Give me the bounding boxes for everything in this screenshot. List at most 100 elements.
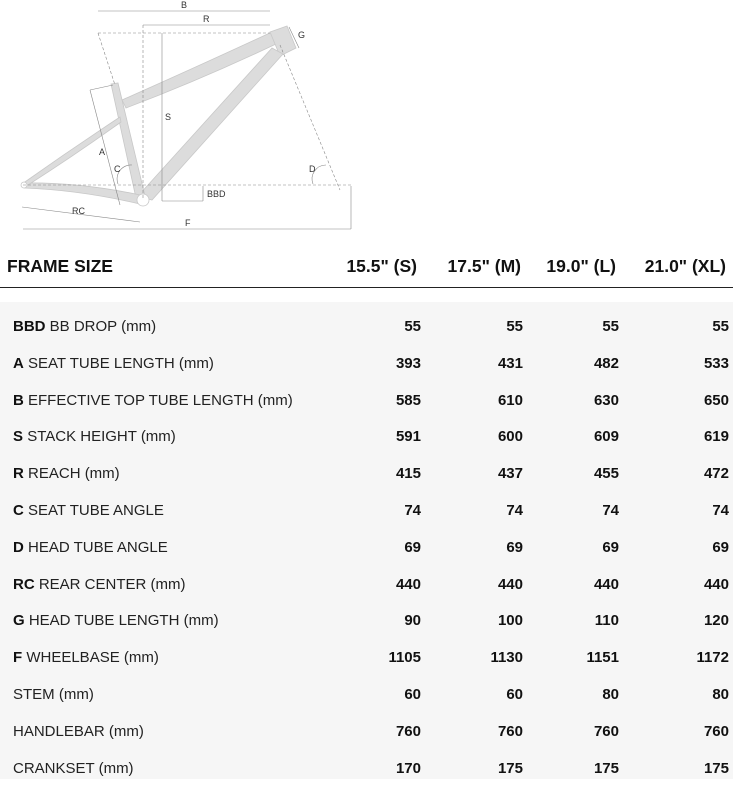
- row-value: 455: [593, 465, 619, 483]
- row-label: S STACK HEIGHT (mm): [13, 428, 176, 445]
- row-value: 170: [395, 759, 421, 777]
- row-code: G: [13, 612, 25, 630]
- label-b: B: [181, 0, 187, 10]
- row-value: 74: [404, 502, 421, 519]
- row-code: F: [13, 649, 23, 667]
- header-divider: [0, 287, 733, 288]
- table-row: F WHEELBASE (mm) 1105 1130 1151 1172: [0, 640, 733, 677]
- row-label-text: STEM (mm): [13, 686, 94, 703]
- dimension-lines: [21, 10, 352, 230]
- table-row: S STACK HEIGHT (mm) 591 600 609 619: [0, 419, 733, 456]
- row-value: 600: [497, 428, 523, 446]
- row-label: HANDLEBAR (mm): [13, 723, 144, 740]
- row-label: BBD BB DROP (mm): [13, 318, 156, 335]
- row-label-text: BB DROP (mm): [49, 318, 157, 335]
- row-label: RC REAR CENTER (mm): [13, 576, 186, 593]
- frame-shape: [20, 25, 297, 207]
- row-label-text: EFFECTIVE TOP TUBE LENGTH (mm): [28, 391, 293, 409]
- row-value: 69: [404, 538, 421, 556]
- row-code: D: [13, 538, 24, 556]
- row-value: 630: [593, 391, 619, 409]
- size-header-s: 15.5" (S): [346, 256, 417, 276]
- table-row: HANDLEBAR (mm) 760 760 760 760: [0, 714, 733, 751]
- row-label-text: SEAT TUBE LENGTH (mm): [28, 354, 214, 372]
- row-value: 415: [395, 465, 421, 483]
- row-label-text: REAR CENTER (mm): [38, 575, 186, 593]
- row-value: 100: [497, 612, 523, 630]
- row-value: 650: [703, 391, 729, 409]
- table-row: RC REAR CENTER (mm) 440 440 440 440: [0, 567, 733, 604]
- row-value: 55: [404, 318, 421, 335]
- frame-size-heading: FRAME SIZE: [7, 256, 113, 276]
- row-value: 90: [404, 612, 421, 630]
- row-value: 760: [703, 722, 729, 740]
- row-value: 80: [712, 686, 729, 703]
- row-label: STEM (mm): [13, 686, 94, 703]
- row-value: 482: [593, 354, 619, 372]
- row-value: 440: [703, 575, 729, 593]
- row-value: 619: [703, 428, 729, 446]
- row-value: 393: [395, 354, 421, 372]
- row-value: 440: [395, 575, 421, 593]
- row-value: 175: [593, 759, 619, 777]
- row-value: 74: [712, 502, 729, 519]
- label-c: C: [114, 164, 121, 174]
- row-label-text: WHEELBASE (mm): [26, 649, 159, 667]
- row-code: A: [13, 354, 24, 372]
- row-code: C: [13, 502, 24, 519]
- row-label: B EFFECTIVE TOP TUBE LENGTH (mm): [13, 392, 293, 409]
- label-rc: RC: [72, 206, 85, 216]
- row-value: 80: [602, 686, 619, 703]
- row-value: 1130: [490, 649, 523, 667]
- row-value: 472: [703, 465, 729, 483]
- row-label-text: REACH (mm): [28, 465, 120, 483]
- table-row: A SEAT TUBE LENGTH (mm) 393 431 482 533: [0, 346, 733, 383]
- row-value: 1105: [388, 649, 421, 667]
- row-value: 74: [602, 502, 619, 519]
- row-code: R: [13, 465, 24, 483]
- row-value: 760: [497, 722, 523, 740]
- row-value: 431: [497, 354, 523, 372]
- row-value: 609: [593, 428, 619, 446]
- row-value: 591: [395, 428, 421, 446]
- table-row: G HEAD TUBE LENGTH (mm) 90 100 110 120: [0, 603, 733, 640]
- row-value: 440: [497, 575, 523, 593]
- row-code: S: [13, 428, 24, 446]
- table-row: R REACH (mm) 415 437 455 472: [0, 456, 733, 493]
- row-value: 610: [497, 391, 523, 409]
- label-d: D: [309, 164, 316, 174]
- label-r: R: [203, 14, 210, 24]
- row-label-text: HANDLEBAR (mm): [13, 722, 144, 740]
- size-header-xl: 21.0" (XL): [644, 256, 726, 276]
- label-s: S: [165, 112, 171, 122]
- row-label: F WHEELBASE (mm): [13, 649, 159, 666]
- row-label: D HEAD TUBE ANGLE: [13, 539, 168, 556]
- row-value: 69: [712, 538, 729, 556]
- row-label-text: SEAT TUBE ANGLE: [28, 502, 164, 519]
- table-row: BBD BB DROP (mm) 55 55 55 55: [0, 309, 733, 346]
- row-label-text: HEAD TUBE ANGLE: [28, 538, 168, 556]
- row-label-text: CRANKSET (mm): [13, 759, 134, 777]
- row-value: 175: [703, 759, 729, 777]
- row-value: 60: [506, 686, 523, 703]
- row-value: 69: [506, 538, 523, 556]
- table-row: C SEAT TUBE ANGLE 74 74 74 74: [0, 493, 733, 530]
- row-value: 440: [593, 575, 619, 593]
- row-code: B: [13, 391, 24, 409]
- row-label-text: STACK HEIGHT (mm): [27, 428, 176, 446]
- table-row: D HEAD TUBE ANGLE 69 69 69 69: [0, 530, 733, 567]
- row-label: G HEAD TUBE LENGTH (mm): [13, 612, 219, 629]
- row-value: 110: [594, 612, 619, 630]
- label-a: A: [99, 147, 105, 157]
- label-bbd: BBD: [207, 189, 226, 199]
- row-label: R REACH (mm): [13, 465, 120, 482]
- geometry-table: BBD BB DROP (mm) 55 55 55 55 A SEAT TUBE LENG…: [0, 302, 733, 779]
- row-value: 55: [506, 318, 523, 335]
- row-value: 74: [506, 502, 523, 519]
- label-g: G: [298, 30, 305, 40]
- row-label-text: HEAD TUBE LENGTH (mm): [28, 612, 219, 630]
- row-value: 1151: [586, 649, 619, 667]
- row-value: 55: [602, 318, 619, 335]
- table-header: FRAME SIZE 15.5" (S) 17.5" (M) 19.0" (L)…: [0, 246, 733, 286]
- row-value: 69: [602, 538, 619, 556]
